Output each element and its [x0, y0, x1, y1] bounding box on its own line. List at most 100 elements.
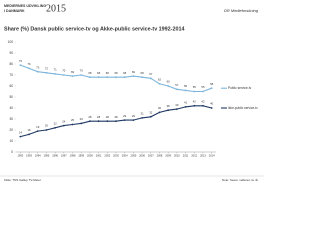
x-tick-label: 2014 [209, 154, 215, 158]
data-label: 67 [149, 72, 153, 76]
data-label: 42 [201, 100, 205, 104]
data-label: 69 [132, 70, 136, 74]
point [80, 122, 83, 125]
logo: DR Medieforskning [224, 8, 259, 13]
data-label: 69 [71, 70, 75, 74]
data-label: 16 [27, 128, 31, 132]
point [141, 117, 143, 119]
point [158, 111, 161, 114]
data-label: 29 [132, 114, 136, 118]
y-tick-label: 0 [11, 150, 13, 154]
y-tick-label: 40 [9, 106, 13, 110]
y-tick-label: 50 [9, 95, 13, 99]
data-label: 40 [210, 102, 214, 106]
x-tick-label: 2010 [174, 154, 180, 158]
point [115, 76, 117, 79]
data-label: 68 [114, 71, 118, 75]
x-tick-label: 2013 [200, 154, 206, 158]
x-tick-label: 2005 [131, 154, 137, 158]
data-label: 57 [175, 83, 179, 87]
data-label: 68 [123, 71, 127, 75]
x-tick-label: 2008 [157, 154, 163, 158]
point [202, 104, 204, 107]
x-tick-label: 2011 [183, 154, 189, 158]
data-label: 28 [114, 115, 118, 119]
data-label: 36 [158, 106, 162, 110]
legend-label: Public service-tv [228, 86, 252, 90]
x-tick-label: 2007 [148, 154, 154, 158]
data-label: 31 [141, 112, 145, 116]
year: 2015 [46, 3, 66, 14]
point [36, 130, 39, 133]
point [149, 77, 152, 80]
x-tick-label: 2004 [122, 154, 128, 158]
point [36, 70, 39, 73]
x-tick-label: 1999 [78, 154, 84, 158]
y-tick-label: 90 [9, 51, 13, 55]
data-label: 58 [210, 82, 214, 86]
point [97, 76, 100, 79]
point [71, 75, 74, 77]
y-tick-label: 70 [9, 73, 13, 77]
x-tick-label: 1994 [35, 154, 41, 158]
y-tick-label: 60 [9, 84, 13, 88]
source: Kilde: TNS Gallup TV-Meter [4, 178, 41, 182]
y-tick-label: 10 [9, 139, 13, 143]
point [193, 104, 196, 107]
point [62, 74, 65, 76]
x-tick-label: 1992 [17, 154, 23, 158]
data-label: 39 [175, 103, 179, 107]
data-label: 68 [97, 71, 101, 75]
point [141, 76, 143, 79]
point [28, 67, 30, 70]
data-label: 38 [167, 104, 171, 108]
data-label: 72 [45, 67, 49, 71]
x-tick-label: 1996 [52, 154, 58, 158]
data-label: 55 [201, 85, 205, 89]
point [89, 120, 91, 123]
data-label: 62 [158, 78, 162, 82]
point [19, 135, 22, 138]
point [167, 85, 170, 87]
point [210, 87, 213, 90]
x-tick-label: 2009 [165, 154, 171, 158]
data-label: 26 [80, 117, 84, 121]
data-label: 41 [184, 101, 188, 105]
x-tick-label: 2002 [104, 154, 110, 158]
point [45, 71, 48, 74]
point [167, 109, 170, 112]
page: MEDIERNES UDVIKLING I DANMARK 2015 DR Me… [0, 3, 264, 182]
x-tick-label: 2003 [113, 154, 119, 158]
point [202, 90, 204, 93]
data-label: 42 [193, 100, 197, 104]
data-label: 24 [62, 119, 66, 123]
point [123, 76, 126, 79]
note: Note: Seere i alderen 3+ år [222, 178, 258, 182]
data-label: 28 [106, 115, 110, 119]
x-tick-label: 2012 [191, 154, 197, 158]
data-label: 28 [97, 115, 101, 119]
data-label: 79 [19, 59, 23, 63]
data-label: 76 [27, 62, 31, 66]
data-label: 32 [149, 111, 153, 115]
point [175, 108, 178, 110]
point [158, 82, 161, 85]
data-label: 22 [54, 122, 58, 126]
data-label: 60 [167, 80, 171, 84]
point [19, 64, 22, 66]
chart-title: Share (%) Dansk public service-tv og Akk… [4, 26, 184, 32]
x-tick-label: 1998 [70, 154, 76, 158]
data-label: 14 [19, 130, 23, 134]
point [149, 115, 152, 118]
y-tick-label: 80 [9, 62, 13, 66]
x-tick-label: 2001 [96, 154, 102, 158]
x-tick-label: 2006 [139, 154, 145, 158]
data-label: 73 [36, 65, 40, 69]
data-label: 68 [88, 71, 92, 75]
point [106, 76, 109, 79]
point [106, 120, 109, 123]
point [54, 126, 57, 129]
point [45, 129, 48, 131]
x-tick-label: 1995 [44, 154, 50, 158]
point [184, 106, 187, 108]
